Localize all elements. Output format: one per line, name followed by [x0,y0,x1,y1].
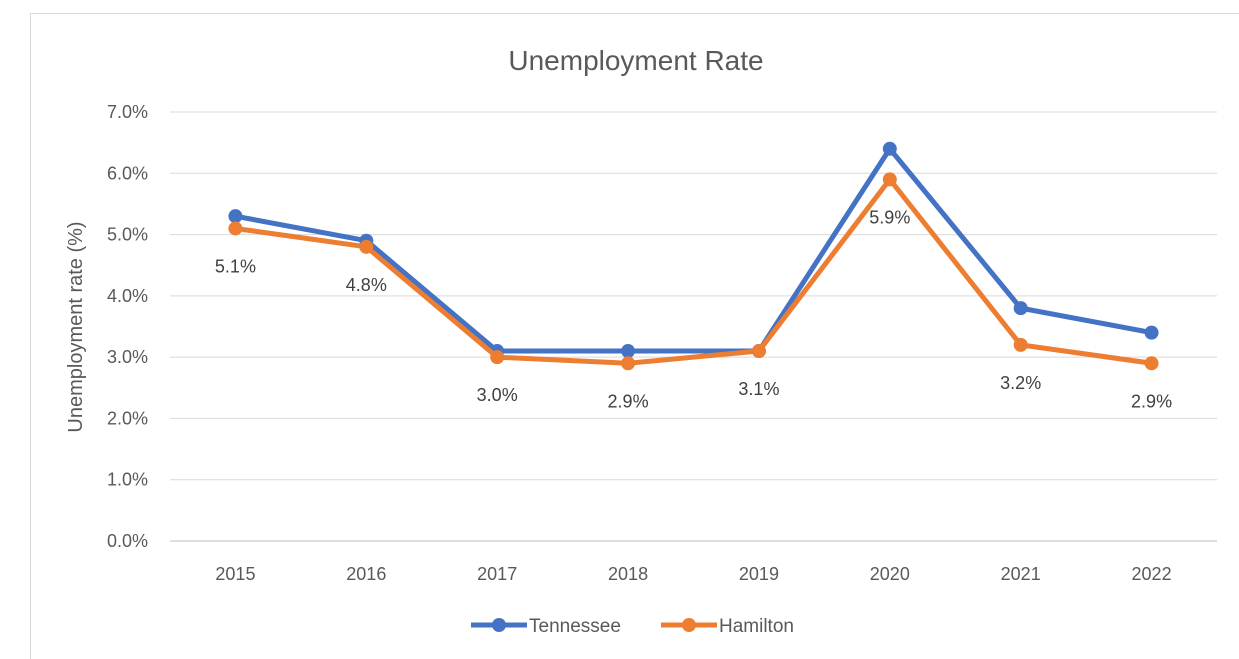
y-axis-label: Unemployment rate (%) [65,221,87,432]
y-tick-label: 5.0% [107,225,148,245]
y-tick-label: 1.0% [107,470,148,490]
legend-marker [492,618,506,632]
series-group [228,141,1159,371]
data-label: 4.8% [346,275,387,295]
series-line [232,176,1155,366]
x-tick-label: 2018 [608,564,648,584]
data-point [359,239,374,254]
x-tick-label: 2020 [870,564,910,584]
data-label: 2.9% [1131,391,1172,411]
data-point [621,344,636,359]
y-axis-ticks: 0.0% 1.0% 2.0% 3.0% 4.0% 5.0% 6.0% 7.0% [107,102,148,551]
data-label: 3.1% [738,379,779,399]
chart-frame [30,13,1239,659]
legend-label: Tennessee [529,616,621,637]
data-point [1013,301,1028,316]
data-point [1144,325,1159,340]
legend-marker [682,618,696,632]
series-line [232,146,1155,354]
data-point [621,356,636,371]
data-point [1144,356,1159,371]
gridlines [170,111,1217,542]
y-tick-label: 4.0% [107,286,148,306]
data-label: 5.1% [215,256,256,276]
data-point [882,172,897,187]
data-label: 3.0% [477,385,518,405]
x-tick-label: 2017 [477,564,517,584]
x-tick-label: 2019 [739,564,779,584]
y-tick-label: 0.0% [107,531,148,551]
data-label: 3.2% [1000,373,1041,393]
data-point [490,350,505,365]
legend: Tennessee Hamilton [471,616,794,637]
legend-label: Hamilton [719,616,794,637]
data-point [1013,337,1028,352]
x-tick-label: 2022 [1132,564,1172,584]
x-tick-label: 2021 [1001,564,1041,584]
x-axis-ticks: 2015 2016 2017 2018 2019 2020 2021 2022 [215,564,1171,584]
y-tick-label: 6.0% [107,163,148,183]
data-labels: 5.1% 4.8% 3.0% 2.9% 3.1% 5.9% 3.2% 2.9% [215,207,1172,411]
data-label: 2.9% [608,391,649,411]
data-point [228,209,243,224]
data-label: 5.9% [869,207,910,227]
data-point [882,141,897,156]
data-point [228,221,243,236]
y-tick-label: 2.0% [107,408,148,428]
x-tick-label: 2015 [215,564,255,584]
chart-title: Unemployment Rate [508,45,763,76]
data-point [751,344,766,359]
x-tick-label: 2016 [346,564,386,584]
y-tick-label: 3.0% [107,347,148,367]
y-tick-label: 7.0% [107,102,148,122]
